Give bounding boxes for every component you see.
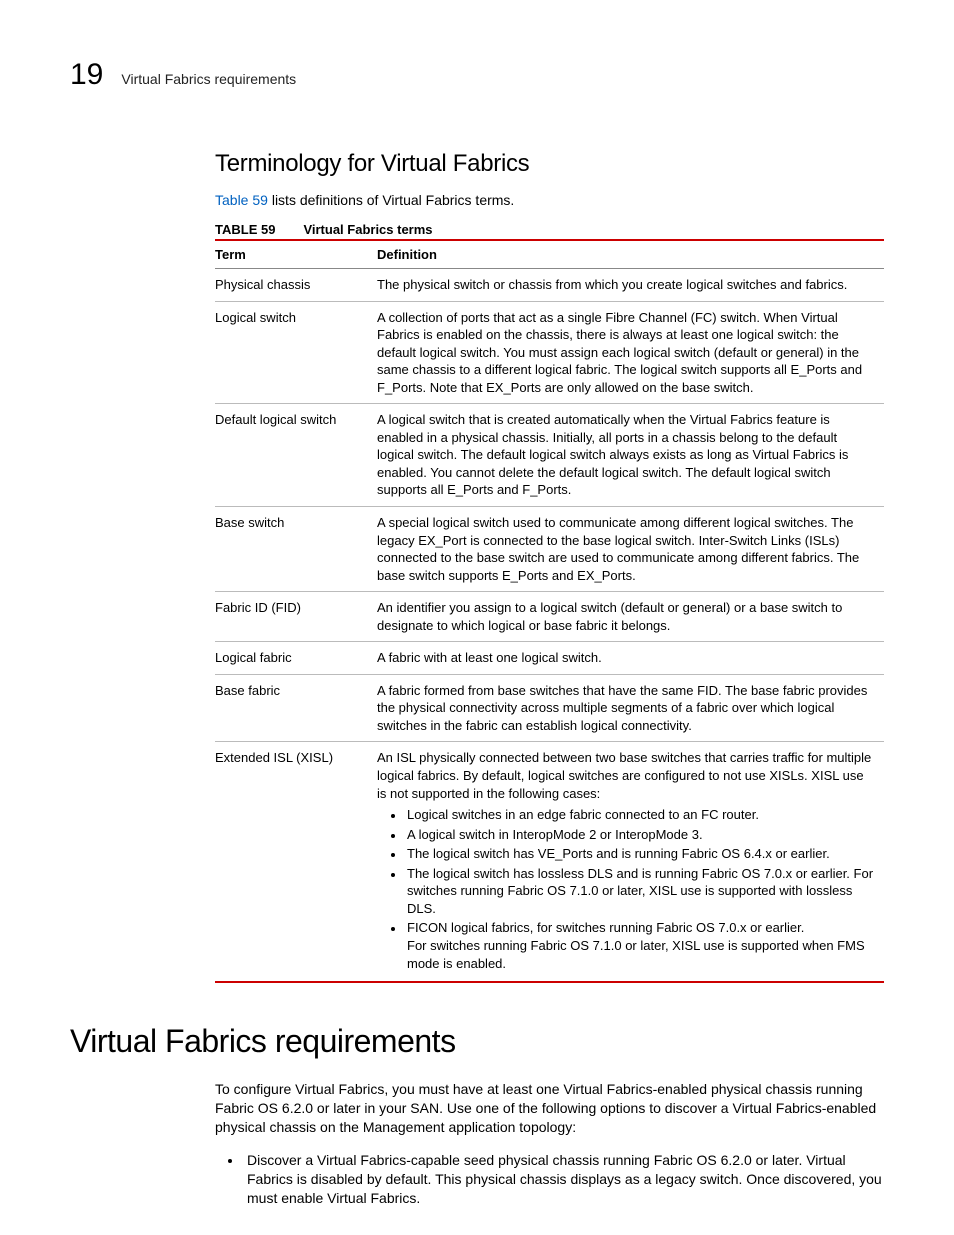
table-row: Fabric ID (FID)An identifier you assign … <box>215 592 884 642</box>
list-item: The logical switch has lossless DLS and … <box>405 865 876 918</box>
table-row: Logical switchA collection of ports that… <box>215 301 884 404</box>
requirements-list: Discover a Virtual Fabrics-capable seed … <box>215 1151 884 1208</box>
section-title: Terminology for Virtual Fabrics <box>215 150 884 178</box>
definition-cell: A collection of ports that act as a sing… <box>377 301 884 404</box>
term-cell: Base switch <box>215 507 377 592</box>
table-row: Base fabricA fabric formed from base swi… <box>215 674 884 742</box>
definition-cell: An identifier you assign to a logical sw… <box>377 592 884 642</box>
intro-rest: lists definitions of Virtual Fabrics ter… <box>268 192 514 208</box>
definition-bullets: Logical switches in an edge fabric conne… <box>377 806 876 972</box>
term-cell: Default logical switch <box>215 404 377 507</box>
page-header: 19 Virtual Fabrics requirements <box>70 60 884 90</box>
col-definition: Definition <box>377 240 884 269</box>
table-caption: TABLE 59 Virtual Fabrics terms <box>215 222 884 237</box>
definition-cell: A special logical switch used to communi… <box>377 507 884 592</box>
page: 19 Virtual Fabrics requirements Terminol… <box>0 0 954 1235</box>
term-cell: Logical fabric <box>215 642 377 675</box>
table-label: TABLE 59 <box>215 222 275 237</box>
chapter-number: 19 <box>70 60 103 90</box>
table-row: Extended ISL (XISL)An ISL physically con… <box>215 742 884 982</box>
chapter-label: Virtual Fabrics requirements <box>121 71 296 87</box>
list-item: The logical switch has VE_Ports and is r… <box>405 845 876 863</box>
table-row: Default logical switchA logical switch t… <box>215 404 884 507</box>
definition-cell: A fabric formed from base switches that … <box>377 674 884 742</box>
definition-intro: An ISL physically connected between two … <box>377 749 876 802</box>
requirements-paragraph: To configure Virtual Fabrics, you must h… <box>215 1080 884 1137</box>
term-cell: Physical chassis <box>215 269 377 302</box>
intro-paragraph: Table 59 lists definitions of Virtual Fa… <box>215 192 884 208</box>
definition-cell: A fabric with at least one logical switc… <box>377 642 884 675</box>
list-item: Discover a Virtual Fabrics-capable seed … <box>243 1151 884 1208</box>
list-item: FICON logical fabrics, for switches runn… <box>405 919 876 972</box>
section-requirements-body: To configure Virtual Fabrics, you must h… <box>215 1080 884 1207</box>
table-row: Logical fabricA fabric with at least one… <box>215 642 884 675</box>
terms-table: Term Definition Physical chassisThe phys… <box>215 239 884 983</box>
list-item: Logical switches in an edge fabric conne… <box>405 806 876 824</box>
term-cell: Base fabric <box>215 674 377 742</box>
section-terminology: Terminology for Virtual Fabrics Table 59… <box>215 150 884 983</box>
term-cell: Fabric ID (FID) <box>215 592 377 642</box>
definition-cell: The physical switch or chassis from whic… <box>377 269 884 302</box>
table-caption-title: Virtual Fabrics terms <box>303 222 432 237</box>
list-item: A logical switch in InteropMode 2 or Int… <box>405 826 876 844</box>
table-link[interactable]: Table 59 <box>215 192 268 208</box>
table-header-row: Term Definition <box>215 240 884 269</box>
term-cell: Logical switch <box>215 301 377 404</box>
table-row: Base switchA special logical switch used… <box>215 507 884 592</box>
col-term: Term <box>215 240 377 269</box>
term-cell: Extended ISL (XISL) <box>215 742 377 982</box>
section-requirements-title: Virtual Fabrics requirements <box>70 1023 884 1060</box>
definition-cell: An ISL physically connected between two … <box>377 742 884 982</box>
table-row: Physical chassisThe physical switch or c… <box>215 269 884 302</box>
definition-cell: A logical switch that is created automat… <box>377 404 884 507</box>
